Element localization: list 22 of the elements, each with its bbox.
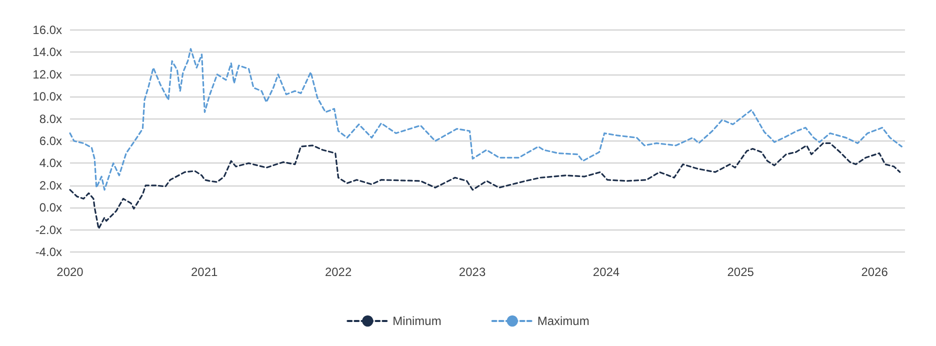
y-tick-label: -4.0x	[35, 245, 62, 259]
y-tick-label: 0.0x	[39, 200, 62, 215]
x-tick-label: 2022	[324, 265, 352, 279]
legend-label: Maximum	[537, 314, 590, 328]
y-tick-label: 10.0x	[32, 90, 62, 104]
x-tick-label: 2024	[592, 265, 620, 279]
x-tick-label: 2021	[190, 265, 218, 279]
y-tick-label: 2.0x	[39, 178, 62, 192]
y-tick-label: 8.0x	[39, 112, 62, 126]
x-tick-label: 2020	[56, 265, 84, 279]
y-tick-label: -2.0x	[35, 222, 62, 237]
y-tick-label: 14.0x	[32, 45, 62, 60]
x-tick-label: 2023	[458, 265, 486, 279]
y-tick-label: 4.0x	[39, 156, 62, 170]
x-tick-label: 2025	[727, 265, 754, 279]
y-tick-label: 16.0x	[32, 23, 62, 37]
line-series	[69, 142, 901, 230]
line-series	[69, 48, 902, 191]
x-tick-label: 2026	[861, 265, 888, 279]
legend-label: Minimum	[392, 314, 442, 328]
y-tick-label: 12.0x	[32, 67, 62, 82]
y-tick-label: 6.0x	[39, 134, 62, 148]
